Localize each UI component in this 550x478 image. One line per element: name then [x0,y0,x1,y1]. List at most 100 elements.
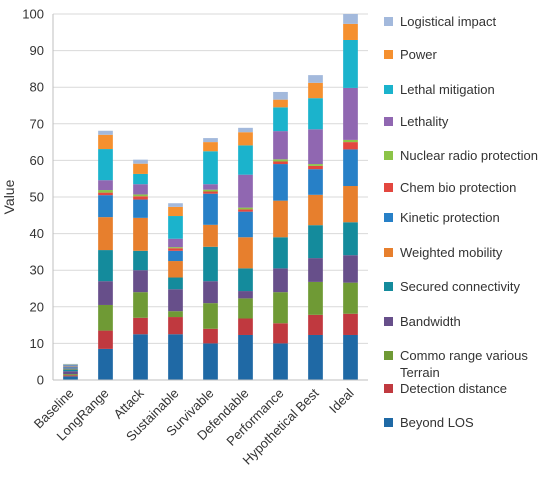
bar-segment [98,217,113,251]
bar-segment [168,248,183,251]
legend-swatch [384,384,393,393]
bar-segment [343,282,358,314]
legend-label: Commo range various [400,348,528,363]
bar-segment [168,311,183,318]
bar-segment [168,203,183,207]
legend-swatch [384,17,393,26]
bar-segment [308,75,323,83]
bar-segment [133,159,148,164]
bar-segment [343,186,358,223]
x-tick-label: Ideal [326,385,357,416]
bar-segment [273,159,288,162]
legend: Logistical impact Power Lethal mitigation L… [384,14,538,430]
bar-segment [343,139,358,143]
bar-segment [63,369,78,372]
bar-segment [133,184,148,195]
legend-swatch [384,282,393,291]
bar-segment [63,365,78,367]
bar-segment [63,368,78,370]
bar-segment [238,174,253,208]
bar-segment [98,330,113,349]
bar-segment [98,149,113,181]
bar-segment [203,303,218,329]
bar-segment [98,190,113,193]
bar-segment [238,334,253,380]
bar-segment [133,334,148,380]
legend-label: Detection distance [400,381,507,396]
y-tick-label: 70 [30,116,44,131]
bar-segment [133,194,148,197]
bar-segment [98,130,113,135]
legend-label: Kinetic protection [400,210,500,225]
bar-segment [203,184,218,190]
bar-segment [343,334,358,380]
y-tick-label: 90 [30,43,44,58]
bar-segment [273,161,288,165]
y-axis-title: Value [1,179,17,214]
bar-segment [133,173,148,185]
bar-segment [98,348,113,380]
bar-segment [203,281,218,304]
bar-segment [273,323,288,344]
bar-segment [238,211,253,238]
bar-segment [203,246,218,282]
bars [63,14,358,380]
legend-swatch [384,183,393,192]
bar-segment [238,127,253,133]
bar-segment [343,14,358,24]
bar-segment [308,129,323,165]
bar-segment [308,164,323,166]
bar-segment [308,258,323,282]
bar-segment [133,270,148,293]
bar-segment [343,255,358,283]
legend-swatch [384,50,393,59]
legend-swatch [384,85,393,94]
bar-segment [238,268,253,292]
legend-label: Lethality [400,114,449,129]
bar-segment [168,289,183,312]
bar-segment [133,163,148,174]
bar-segment [63,371,78,375]
bar-segment [98,192,113,196]
bar-segment [308,98,323,130]
bar-segment [308,281,323,315]
bar-segment [308,225,323,259]
bar-segment [273,91,288,100]
bar-segment [273,164,288,201]
bar-segment [203,142,218,152]
bar-segment [203,328,218,344]
legend-label-continued: Terrain [400,365,440,380]
legend-swatch [384,151,393,160]
legend-label: Power [400,47,438,62]
bar-segment [238,237,253,269]
bar-segment [308,165,323,170]
bar-segment [343,222,358,256]
legend-label: Lethal mitigation [400,82,495,97]
bar-segment [203,343,218,380]
bar-segment [63,374,78,376]
legend-label: Bandwidth [400,314,461,329]
bar-segment [308,334,323,380]
y-tick-label: 80 [30,80,44,95]
bar-segment [63,367,78,369]
bar-segment [343,39,358,88]
bar-segment [238,298,253,319]
bar-segment [168,206,183,217]
bar-segment [98,134,113,150]
bar-segment [238,291,253,299]
bar-segment [133,250,148,271]
y-tick-label: 60 [30,153,44,168]
bar-segment [273,131,288,160]
legend-label: Beyond LOS [400,415,474,430]
bar-segment [308,82,323,99]
bar-segment [98,180,113,191]
bar-segment [168,216,183,239]
bar-segment [238,207,253,210]
legend-swatch [384,317,393,326]
bar-segment [168,247,183,249]
bar-segment [168,261,183,278]
bar-segment [308,194,323,226]
y-tick-label: 50 [30,190,44,205]
bar-segment [203,224,218,247]
bar-segment [273,268,288,293]
